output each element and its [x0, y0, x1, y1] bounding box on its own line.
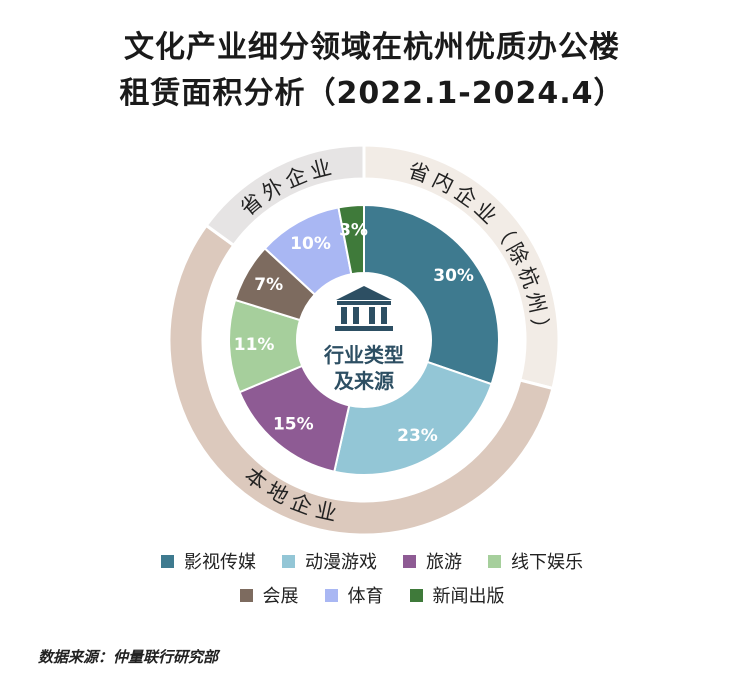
legend-swatch-3: [488, 554, 501, 568]
legend-swatch-0: [161, 554, 174, 568]
legend-item-2: 旅游: [403, 548, 462, 574]
legend-item-5: 体育: [324, 582, 384, 608]
legend-label-0: 影视传媒: [184, 552, 256, 573]
outer-segment-2: [204, 143, 366, 248]
center-label-line2: 及来源: [334, 369, 394, 393]
legend-swatch-4: [239, 588, 253, 602]
outer-label-0-char-7: 州: [522, 290, 550, 316]
legend-item-4: 会展: [239, 582, 299, 608]
legend-item-3: 线下娱乐: [488, 548, 583, 574]
outer-label-1-char-3: 业: [313, 498, 339, 526]
legend-label-6: 新闻出版: [432, 586, 505, 607]
legend-swatch-6: [409, 588, 423, 602]
legend-swatch-2: [403, 554, 416, 568]
inner-value-label-1: 23%: [397, 426, 438, 446]
outer-ring: [167, 143, 561, 537]
legend-label-2: 旅游: [426, 552, 462, 573]
data-source: 数据来源：仲量联行研究部: [38, 648, 219, 666]
legend-row-1: 影视传媒 动漫游戏 旅游 线下娱乐: [0, 548, 744, 574]
inner-value-label-5: 10%: [290, 234, 331, 254]
inner-value-label-4: 7%: [254, 275, 283, 295]
legend-label-4: 会展: [262, 586, 299, 607]
legend-label-5: 体育: [347, 586, 384, 607]
center-hole: [297, 273, 431, 407]
chart-title-line2: 租赁面积分析（2022.1-2024.4）: [119, 76, 625, 111]
legend-item-6: 新闻出版: [409, 582, 505, 608]
inner-value-label-3: 11%: [234, 335, 275, 355]
legend-swatch-5: [324, 588, 338, 602]
inner-value-label-2: 15%: [273, 414, 314, 434]
inner-ring-labels: 30% 23% 15% 11% 7% 10% 3%: [234, 220, 474, 446]
chart-title-line1: 文化产业细分领域在杭州优质办公楼: [124, 30, 620, 65]
bank-building-icon: [335, 286, 393, 331]
inner-value-label-6: 3%: [339, 220, 368, 240]
legend-label-3: 线下娱乐: [511, 552, 583, 573]
legend-label-1: 动漫游戏: [305, 552, 377, 573]
inner-segment-1: [333, 360, 493, 476]
legend-swatch-1: [282, 554, 295, 568]
center-label-line1: 行业类型: [323, 343, 404, 367]
legend-item-1: 动漫游戏: [282, 548, 377, 574]
outer-segment-1: [167, 223, 555, 537]
outer-label-0-char-8: ）: [527, 317, 552, 340]
legend-item-0: 影视传媒: [161, 548, 256, 574]
inner-value-label-0: 30%: [433, 266, 474, 286]
legend-row-2: 会展 体育 新闻出版: [0, 582, 744, 608]
